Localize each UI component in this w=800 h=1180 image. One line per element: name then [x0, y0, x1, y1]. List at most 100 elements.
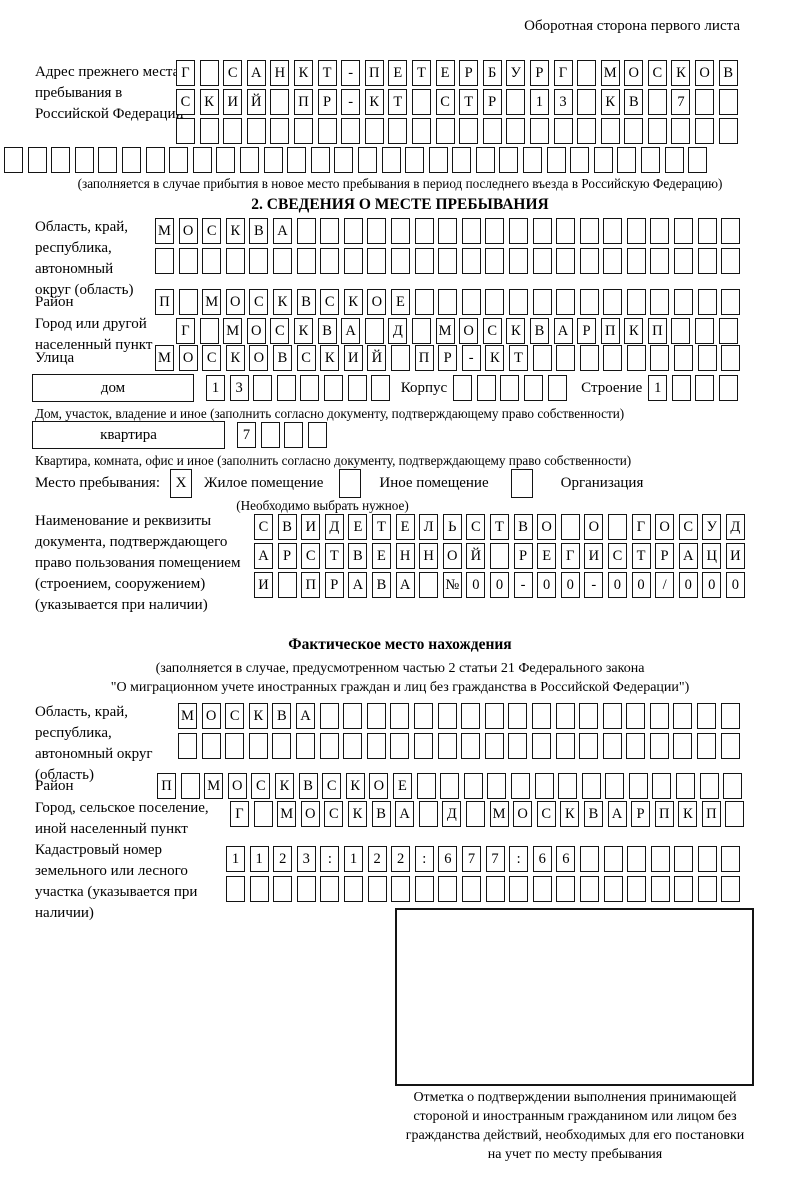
- checkbox-inoe[interactable]: [339, 469, 362, 498]
- char-box[interactable]: [341, 118, 361, 144]
- char-box[interactable]: [556, 876, 576, 902]
- char-box[interactable]: :: [320, 846, 340, 872]
- char-box[interactable]: [555, 733, 575, 759]
- char-box[interactable]: [721, 846, 741, 872]
- char-box[interactable]: [532, 218, 552, 244]
- char-box[interactable]: В: [277, 514, 297, 540]
- char-box[interactable]: С: [225, 703, 245, 729]
- char-box[interactable]: В: [371, 801, 391, 827]
- char-box[interactable]: [438, 218, 458, 244]
- char-box[interactable]: [674, 248, 694, 274]
- char-box[interactable]: [671, 118, 691, 144]
- char-box[interactable]: [381, 147, 401, 173]
- char-box[interactable]: [723, 773, 743, 799]
- char-box[interactable]: 2: [367, 846, 387, 872]
- char-box[interactable]: [624, 118, 644, 144]
- char-box[interactable]: [532, 876, 552, 902]
- char-box[interactable]: [628, 773, 648, 799]
- char-box[interactable]: [626, 703, 646, 729]
- char-box[interactable]: Е: [390, 289, 410, 315]
- char-box[interactable]: 0: [725, 572, 745, 598]
- char-box[interactable]: [461, 703, 481, 729]
- char-box[interactable]: О: [225, 289, 245, 315]
- char-box[interactable]: [641, 147, 661, 173]
- char-box[interactable]: [673, 703, 693, 729]
- char-box[interactable]: 1: [529, 89, 549, 115]
- char-box[interactable]: [461, 733, 481, 759]
- char-box[interactable]: [226, 876, 245, 902]
- char-box[interactable]: [367, 218, 387, 244]
- char-box[interactable]: [405, 147, 425, 173]
- char-box[interactable]: О: [178, 345, 198, 371]
- char-box[interactable]: А: [395, 801, 415, 827]
- char-box[interactable]: [718, 89, 738, 115]
- char-box[interactable]: [721, 218, 741, 244]
- char-box[interactable]: [695, 375, 715, 401]
- char-box[interactable]: [626, 248, 646, 274]
- char-box[interactable]: [626, 218, 646, 244]
- char-box[interactable]: [390, 248, 410, 274]
- char-box[interactable]: [719, 375, 739, 401]
- char-box[interactable]: А: [678, 543, 698, 569]
- char-box[interactable]: К: [293, 318, 313, 344]
- char-box[interactable]: И: [223, 89, 243, 115]
- char-box[interactable]: [510, 773, 530, 799]
- char-box[interactable]: 0: [678, 572, 698, 598]
- char-box[interactable]: [720, 703, 740, 729]
- char-box[interactable]: [323, 375, 343, 401]
- char-box[interactable]: [319, 703, 339, 729]
- char-box[interactable]: Е: [537, 543, 557, 569]
- char-box[interactable]: [695, 118, 715, 144]
- char-box[interactable]: Д: [442, 801, 462, 827]
- char-box[interactable]: [440, 773, 460, 799]
- char-box[interactable]: Й: [246, 89, 266, 115]
- char-box[interactable]: Е: [395, 514, 415, 540]
- char-box[interactable]: Д: [324, 514, 344, 540]
- char-box[interactable]: П: [414, 345, 434, 371]
- char-box[interactable]: [357, 147, 377, 173]
- char-box[interactable]: :: [414, 846, 434, 872]
- char-box[interactable]: [603, 876, 623, 902]
- char-box[interactable]: [246, 118, 266, 144]
- char-box[interactable]: [532, 289, 552, 315]
- char-box[interactable]: М: [178, 703, 197, 729]
- char-box[interactable]: С: [296, 345, 316, 371]
- char-box[interactable]: [664, 147, 684, 173]
- char-box[interactable]: [463, 773, 483, 799]
- char-box[interactable]: 7: [671, 89, 691, 115]
- char-box[interactable]: Г: [553, 60, 573, 86]
- char-box[interactable]: П: [301, 572, 321, 598]
- char-box[interactable]: [627, 846, 647, 872]
- char-box[interactable]: [695, 89, 715, 115]
- char-box[interactable]: [347, 375, 367, 401]
- char-box[interactable]: Г: [631, 514, 651, 540]
- char-box[interactable]: С: [678, 514, 698, 540]
- char-box[interactable]: М: [155, 218, 174, 244]
- char-box[interactable]: [343, 733, 363, 759]
- char-box[interactable]: [343, 876, 363, 902]
- char-box[interactable]: [674, 289, 694, 315]
- char-box[interactable]: Р: [631, 801, 651, 827]
- char-box[interactable]: [579, 218, 599, 244]
- char-box[interactable]: [570, 147, 590, 173]
- char-box[interactable]: [649, 733, 669, 759]
- char-box[interactable]: [532, 345, 552, 371]
- char-box[interactable]: В: [371, 572, 391, 598]
- char-box[interactable]: К: [624, 318, 644, 344]
- char-box[interactable]: [721, 345, 741, 371]
- char-box[interactable]: М: [202, 289, 222, 315]
- char-box[interactable]: [310, 147, 330, 173]
- char-box[interactable]: [253, 801, 273, 827]
- char-box[interactable]: [178, 248, 198, 274]
- char-box[interactable]: К: [345, 773, 365, 799]
- char-box[interactable]: [499, 147, 519, 173]
- char-box[interactable]: С: [482, 318, 502, 344]
- char-box[interactable]: [602, 703, 622, 729]
- checkbox-organizatsiya[interactable]: [510, 469, 533, 498]
- char-box[interactable]: [695, 318, 715, 344]
- char-box[interactable]: [260, 422, 280, 448]
- char-box[interactable]: [201, 733, 221, 759]
- char-box[interactable]: О: [300, 801, 320, 827]
- char-box[interactable]: Т: [411, 60, 431, 86]
- char-box[interactable]: 1: [249, 846, 269, 872]
